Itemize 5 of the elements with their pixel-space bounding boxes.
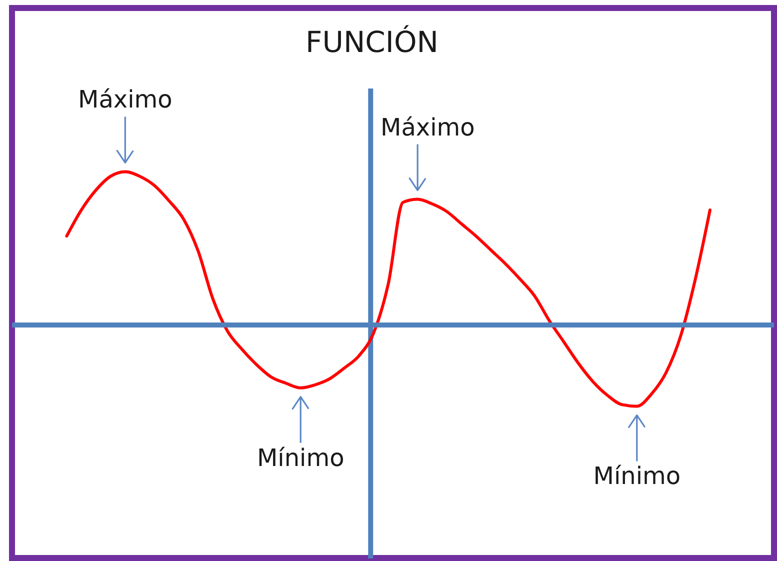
annotation: Máximo	[380, 113, 475, 142]
annotation: Mínimo	[593, 462, 681, 490]
chart-title: FUNCIÓN	[306, 25, 438, 59]
annotation: Máximo	[78, 86, 172, 114]
annotation: Mínimo	[256, 444, 344, 472]
